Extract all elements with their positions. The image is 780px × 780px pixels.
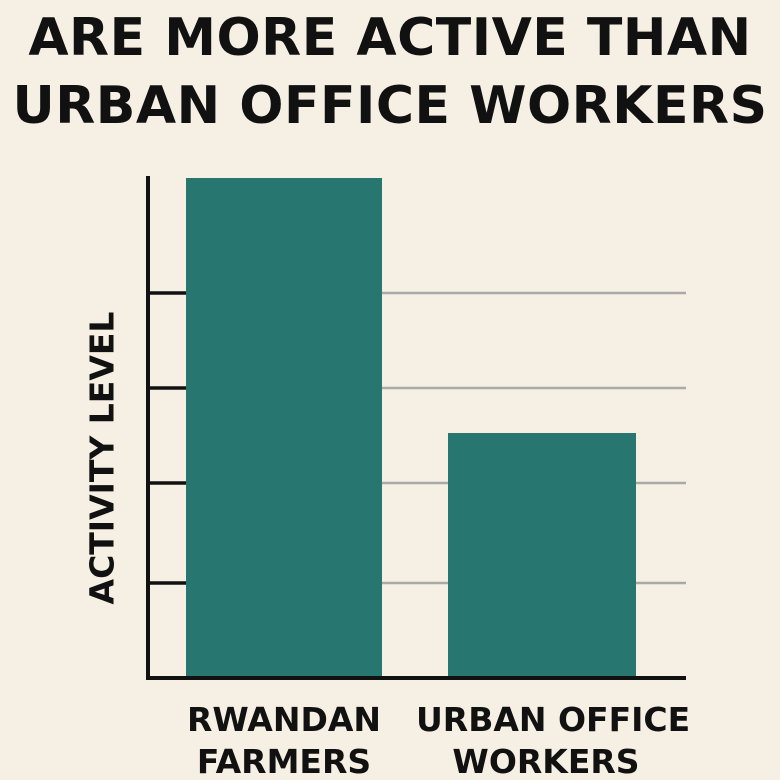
x-tick-label-line: FARMERS (196, 742, 372, 780)
bar-1 (448, 433, 636, 678)
chart-title-line-2: URBAN OFFICE WORKERS (12, 76, 768, 136)
chart-title-line-1: ARE MORE ACTIVE THAN (28, 8, 752, 68)
bar-0 (186, 178, 382, 678)
x-tick-label-rwandan-farmers: RWANDAN FARMERS (174, 699, 394, 780)
x-tick-label-line: URBAN OFFICE (416, 700, 691, 739)
x-tick-label-urban-office-workers: URBAN OFFICE WORKERS (416, 699, 691, 780)
x-tick-label-line: WORKERS (452, 742, 640, 780)
x-tick-label-line: RWANDAN (186, 700, 382, 739)
